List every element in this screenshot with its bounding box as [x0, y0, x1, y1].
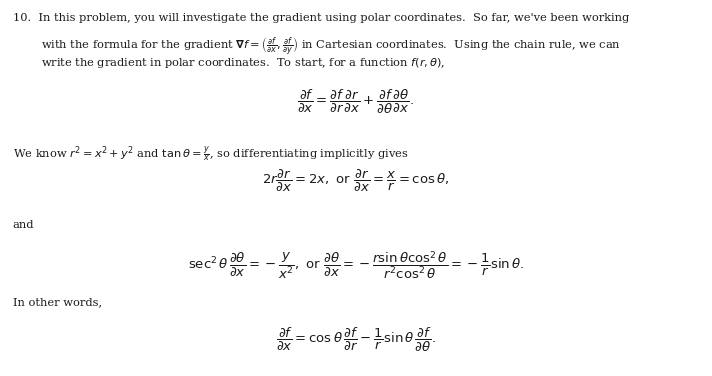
Text: $2r\dfrac{\partial r}{\partial x} = 2x, \text{ or } \dfrac{\partial r}{\partial : $2r\dfrac{\partial r}{\partial x} = 2x, …	[262, 168, 450, 194]
Text: with the formula for the gradient $\mathbf{\nabla} f = \left(\frac{\partial f}{\: with the formula for the gradient $\math…	[41, 35, 622, 58]
Text: In other words,: In other words,	[13, 297, 102, 307]
Text: $\dfrac{\partial f}{\partial x} = \dfrac{\partial f}{\partial r}\dfrac{\partial : $\dfrac{\partial f}{\partial x} = \dfrac…	[298, 88, 414, 115]
Text: $\dfrac{\partial f}{\partial x} = \cos\theta\, \dfrac{\partial f}{\partial r} - : $\dfrac{\partial f}{\partial x} = \cos\t…	[276, 326, 436, 354]
Text: We know $r^2 = x^2 + y^2$ and $\tan\theta = \frac{y}{x}$, so differentiating imp: We know $r^2 = x^2 + y^2$ and $\tan\thet…	[13, 144, 408, 162]
Text: write the gradient in polar coordinates.  To start, for a function $f(r, \theta): write the gradient in polar coordinates.…	[41, 56, 446, 70]
Text: and: and	[13, 220, 34, 230]
Text: $\sec^2\theta\, \dfrac{\partial \theta}{\partial x} = -\dfrac{y}{x^2}, \text{ or: $\sec^2\theta\, \dfrac{\partial \theta}{…	[188, 249, 524, 281]
Text: 10.  In this problem, you will investigate the gradient using polar coordinates.: 10. In this problem, you will investigat…	[13, 13, 629, 23]
